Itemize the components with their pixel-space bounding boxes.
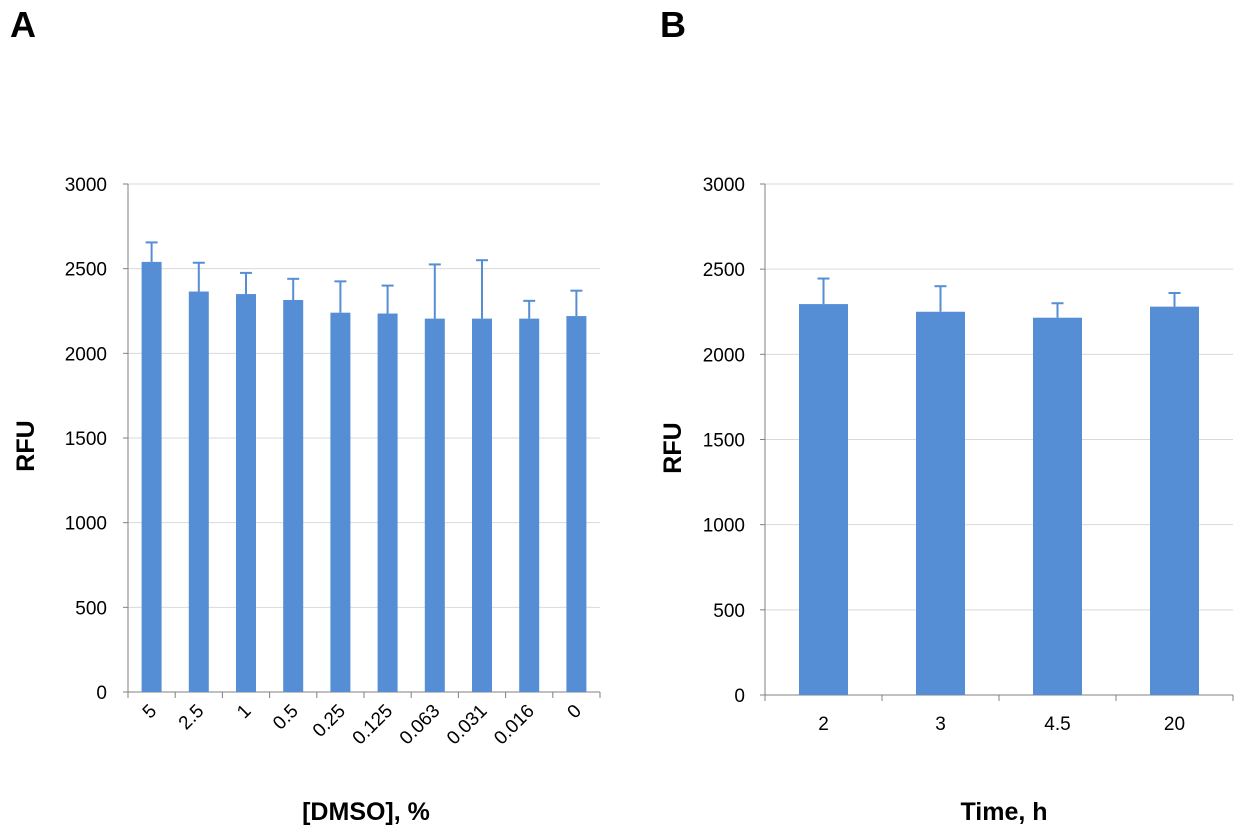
chart-a-x-tick-label: 2.5: [175, 701, 209, 735]
panel-label-a: A: [10, 4, 36, 45]
chart-a-bar: [424, 318, 445, 692]
chart-b-y-tick-label: 2000: [703, 345, 745, 366]
chart-b-y-tick-label: 2500: [703, 260, 745, 281]
chart-a-y-tick-label: 500: [75, 598, 107, 619]
chart-a-bar: [566, 316, 587, 692]
chart-a-y-tick-label: 0: [96, 683, 107, 704]
chart-a-y-tick-label: 1000: [65, 514, 107, 535]
chart-b-x-tick-label: 4.5: [1044, 714, 1070, 735]
chart-a-x-axis-title: [DMSO], %: [302, 798, 430, 826]
chart-a-x-tick-label: 0.016: [490, 701, 538, 749]
chart-b-x-tick-label: 3: [935, 714, 946, 735]
chart-a-x-tick-label: 0.031: [443, 701, 491, 749]
chart-b-y-tick-label: 500: [713, 601, 745, 622]
chart-a-bar: [472, 318, 492, 692]
chart-b-y-tick-label: 1500: [703, 431, 745, 452]
chart-a-bar: [141, 261, 162, 692]
chart-a-y-tick-label: 2000: [65, 344, 107, 365]
chart-a-bar: [330, 312, 351, 692]
chart-a-x-tick-label: 1: [233, 701, 255, 723]
chart-a-bar: [377, 313, 398, 692]
chart-a-y-tick-label: 3000: [65, 175, 107, 196]
chart-b-bar: [916, 311, 965, 695]
chart-a-x-tick-label: 0.063: [396, 701, 444, 749]
chart-b-x-tick-label: 2: [818, 714, 829, 735]
chart-a-x-tick-label: 0.125: [349, 701, 397, 749]
chart-b-y-tick-label: 3000: [703, 175, 745, 196]
chart-a-bar: [188, 291, 209, 692]
chart-a-x-tick-label: 0: [564, 701, 586, 723]
chart-b-x-tick-label: 20: [1164, 714, 1185, 735]
chart-b-bar: [799, 304, 848, 695]
chart-b-bar: [1033, 317, 1082, 695]
chart-a-x-tick-label: 0.25: [309, 701, 350, 742]
panel-label-b: B: [660, 4, 686, 45]
chart-a-x-tick-label: 5: [139, 701, 161, 723]
chart-a-bar: [283, 299, 304, 692]
chart-a-y-tick-label: 1500: [65, 429, 107, 450]
chart-a-bar: [519, 318, 540, 692]
chart-b-y-axis-title: RFU: [659, 422, 687, 473]
chart-a-bar: [236, 294, 256, 692]
chart-b-bar: [1150, 306, 1199, 695]
chart-a-y-axis-title: RFU: [12, 420, 40, 471]
chart-b-x-axis-title: Time, h: [960, 798, 1047, 826]
chart-b-y-tick-label: 1000: [703, 516, 745, 537]
chart-b-y-tick-label: 0: [734, 686, 745, 707]
chart-a-x-tick-label: 0.5: [269, 701, 303, 735]
chart-a-y-tick-label: 2500: [65, 260, 107, 281]
